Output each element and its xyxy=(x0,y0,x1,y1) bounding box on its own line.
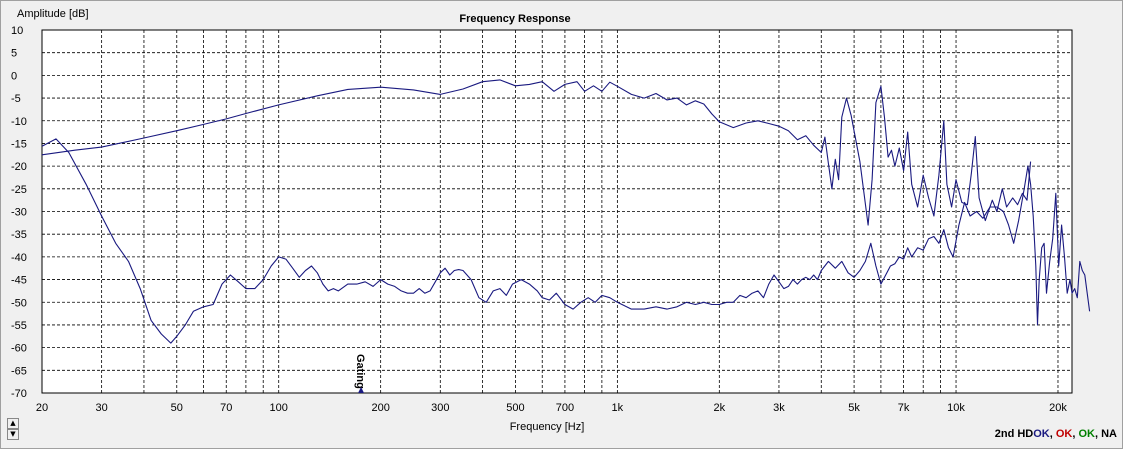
x-tick-label: 5k xyxy=(848,402,860,414)
y-tick-label: -35 xyxy=(11,229,27,241)
x-tick-label: 1k xyxy=(612,402,624,414)
chart-title: Frequency Response xyxy=(459,13,570,25)
x-tick-label: 7k xyxy=(898,402,910,414)
scroll-up-button[interactable]: ▲ xyxy=(7,418,19,429)
y-axis-label: Amplitude [dB] xyxy=(17,8,89,20)
x-tick-label: 3k xyxy=(773,402,785,414)
status-item-4: OK xyxy=(1078,428,1096,440)
series-line-0 xyxy=(41,79,1032,226)
x-tick-label: 500 xyxy=(506,402,524,414)
x-tick-label: 70 xyxy=(220,402,232,414)
status-prefix: 2nd HD xyxy=(994,428,1034,440)
gating-marker-arrow xyxy=(358,387,365,393)
y-tick-label: -15 xyxy=(11,138,27,150)
y-tick-label: -10 xyxy=(11,116,27,128)
x-tick-label: 10k xyxy=(947,402,965,414)
y-tick-label: -50 xyxy=(11,297,27,309)
x-tick-label: 20 xyxy=(36,402,48,414)
y-tick-label: -20 xyxy=(11,161,27,173)
status-item-3: , xyxy=(1072,428,1079,440)
x-tick-label: 2k xyxy=(714,402,726,414)
x-axis-label: Frequency [Hz] xyxy=(510,421,585,433)
arrow-up-icon: ▲ xyxy=(10,419,16,427)
x-tick-label: 100 xyxy=(270,402,288,414)
scroll-down-button[interactable]: ▼ xyxy=(7,429,19,440)
y-tick-label: 10 xyxy=(11,25,23,37)
gating-marker-label: Gating xyxy=(354,354,366,389)
status-item-5: , NA xyxy=(1095,428,1117,440)
x-tick-label: 50 xyxy=(171,402,183,414)
y-tick-label: -70 xyxy=(11,388,27,400)
y-tick-label: -40 xyxy=(11,252,27,264)
y-tick-label: -55 xyxy=(11,320,27,332)
status-item-1: , xyxy=(1049,428,1056,440)
plot-area: 1050-5-10-15-20-25-30-35-40-45-50-55-60-… xyxy=(11,25,1091,414)
y-tick-label: -30 xyxy=(11,207,27,219)
arrow-down-icon: ▼ xyxy=(10,430,16,438)
x-tick-label: 200 xyxy=(371,402,389,414)
status-item-0: OK xyxy=(1033,428,1050,440)
y-tick-label: -5 xyxy=(11,93,21,105)
series-line-1 xyxy=(41,138,1091,344)
y-tick-label: -65 xyxy=(11,365,27,377)
status-item-2: OK xyxy=(1055,428,1073,440)
x-tick-label: 300 xyxy=(431,402,449,414)
y-tick-label: 0 xyxy=(11,70,17,82)
y-tick-label: -25 xyxy=(11,184,27,196)
x-tick-label: 30 xyxy=(96,402,108,414)
y-tick-label: -60 xyxy=(11,343,27,355)
status-indicators: 2nd HDOK, OK, OK, NA xyxy=(995,428,1117,440)
x-tick-label: 20k xyxy=(1049,402,1067,414)
y-tick-label: -45 xyxy=(11,275,27,287)
y-tick-label: 5 xyxy=(11,48,17,60)
x-tick-label: 700 xyxy=(556,402,574,414)
